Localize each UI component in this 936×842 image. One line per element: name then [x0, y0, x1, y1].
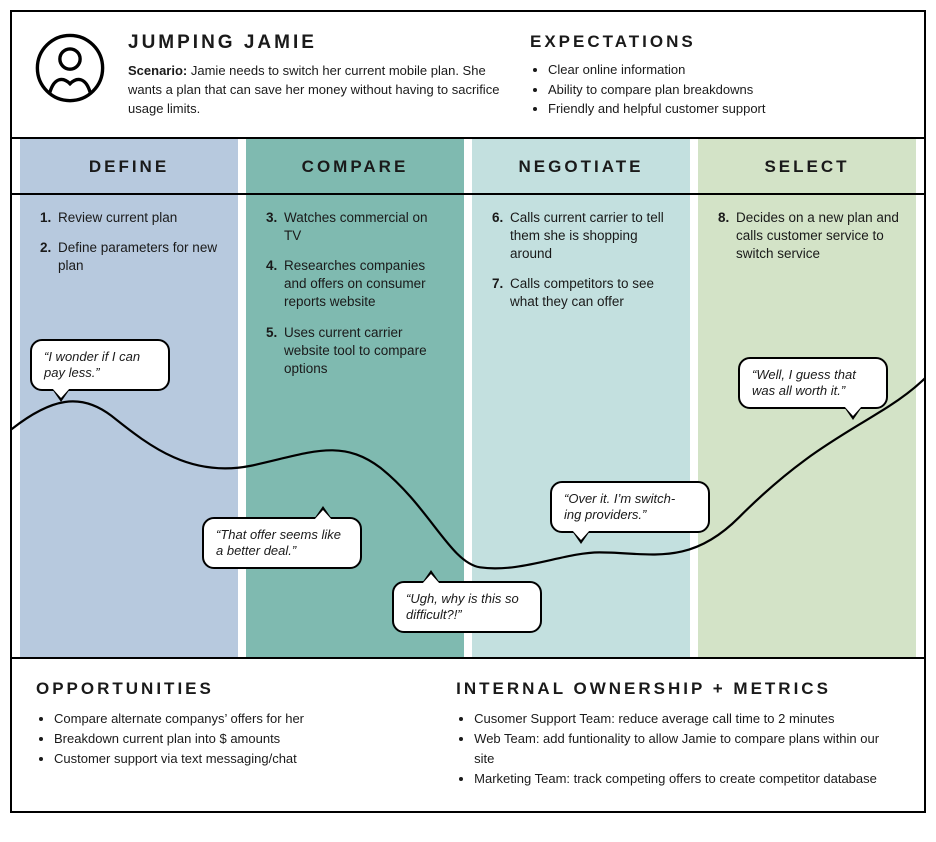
persona-scenario: Scenario: Jamie needs to switch her curr… — [128, 62, 508, 119]
step-item: 3. Watches commercial on TV — [266, 209, 448, 245]
ownership-title: INTERNAL OWNERSHIP + METRICS — [456, 679, 900, 699]
thought-text: “That offer seems like a better deal.” — [216, 527, 341, 558]
thought-bubble-q4: “Over it. I’m switch- ing providers.” — [550, 481, 710, 534]
step-item: 6. Calls current carrier to tell them she… — [492, 209, 674, 264]
thought-bubble-q5: “Well, I guess that was all worth it.” — [738, 357, 888, 410]
step-text: Watches commercial on TV — [284, 210, 428, 243]
opportunities-item: Breakdown current plan into $ amounts — [54, 729, 416, 749]
step-item: 2. Define parameters for new plan — [40, 239, 222, 275]
step-item: 8. Decides on a new plan and calls custom… — [718, 209, 900, 264]
opportunities-block: OPPORTUNITIES Compare alternate companys… — [36, 679, 416, 790]
ownership-item: Cusomer Support Team: reduce average cal… — [474, 709, 900, 729]
opportunities-item: Customer support via text messaging/chat — [54, 749, 416, 769]
step-num: 2. — [40, 239, 51, 257]
expectations-title: EXPECTATIONS — [530, 32, 902, 52]
step-item: 1. Review current plan — [40, 209, 222, 227]
stage-title: SELECT — [698, 139, 916, 193]
thought-text: “I wonder if I can pay less.” — [44, 349, 140, 380]
stage-title: NEGOTIATE — [472, 139, 690, 193]
ownership-item: Web Team: add funtionality to allow Jami… — [474, 729, 900, 769]
thought-bubble-q2: “That offer seems like a better deal.” — [202, 517, 362, 570]
journey-map-frame: JUMPING JAMIE Scenario: Jamie needs to s… — [10, 10, 926, 813]
stage-steps: 3. Watches commercial on TV 4. Researches … — [246, 193, 464, 391]
opportunities-list: Compare alternate companys’ offers for h… — [36, 709, 416, 769]
stage-title: COMPARE — [246, 139, 464, 193]
persona-block: JUMPING JAMIE Scenario: Jamie needs to s… — [128, 32, 508, 119]
step-num: 6. — [492, 209, 503, 227]
ownership-block: INTERNAL OWNERSHIP + METRICS Cusomer Sup… — [456, 679, 900, 790]
opportunities-title: OPPORTUNITIES — [36, 679, 416, 699]
step-text: Decides on a new plan and calls customer… — [736, 210, 899, 261]
step-num: 1. — [40, 209, 51, 227]
thought-bubble-q3: “Ugh, why is this so difficult?!” — [392, 581, 542, 634]
scenario-label: Scenario: — [128, 63, 187, 78]
step-num: 8. — [718, 209, 729, 227]
thought-text: “Well, I guess that was all worth it.” — [752, 367, 856, 398]
expectations-block: EXPECTATIONS Clear online information Ab… — [530, 32, 902, 119]
opportunities-item: Compare alternate companys’ offers for h… — [54, 709, 416, 729]
expectations-item: Ability to compare plan breakdowns — [548, 80, 902, 100]
header-band: JUMPING JAMIE Scenario: Jamie needs to s… — [12, 12, 924, 139]
step-text: Define parameters for new plan — [58, 240, 217, 273]
user-circle-icon — [34, 32, 106, 104]
expectations-list: Clear online information Ability to comp… — [530, 60, 902, 119]
stage-heading-divider — [12, 193, 924, 195]
step-text: Uses current carrier website tool to com… — [284, 325, 427, 376]
stage-steps: 1. Review current plan 2. Define parameter… — [20, 193, 238, 288]
step-item: 7. Calls competitors to see what they can… — [492, 275, 674, 311]
step-num: 5. — [266, 324, 277, 342]
step-text: Researches companies and offers on consu… — [284, 258, 426, 309]
footer-band: OPPORTUNITIES Compare alternate companys… — [12, 659, 924, 812]
ownership-item: Marketing Team: track competing offers t… — [474, 769, 900, 789]
stage-steps: 8. Decides on a new plan and calls custom… — [698, 193, 916, 276]
expectations-item: Friendly and helpful customer support — [548, 99, 902, 119]
step-num: 4. — [266, 257, 277, 275]
stage-negotiate: NEGOTIATE 6. Calls current carrier to tel… — [472, 139, 690, 657]
persona-name: JUMPING JAMIE — [128, 32, 508, 54]
thought-text: “Ugh, why is this so difficult?!” — [406, 591, 519, 622]
thought-text: “Over it. I’m switch- ing providers.” — [564, 491, 675, 522]
step-text: Calls competitors to see what they can o… — [510, 276, 654, 309]
step-text: Review current plan — [58, 210, 177, 225]
ownership-list: Cusomer Support Team: reduce average cal… — [456, 709, 900, 790]
step-item: 5. Uses current carrier website tool to c… — [266, 324, 448, 379]
stage-steps: 6. Calls current carrier to tell them she… — [472, 193, 690, 324]
step-num: 7. — [492, 275, 503, 293]
step-text: Calls current carrier to tell them she i… — [510, 210, 664, 261]
persona-avatar — [34, 32, 106, 119]
thought-bubble-q1: “I wonder if I can pay less.” — [30, 339, 170, 392]
stages-band: DEFINE 1. Review current plan 2. Define pa… — [12, 139, 924, 659]
step-num: 3. — [266, 209, 277, 227]
stage-title: DEFINE — [20, 139, 238, 193]
step-item: 4. Researches companies and offers on con… — [266, 257, 448, 312]
expectations-item: Clear online information — [548, 60, 902, 80]
